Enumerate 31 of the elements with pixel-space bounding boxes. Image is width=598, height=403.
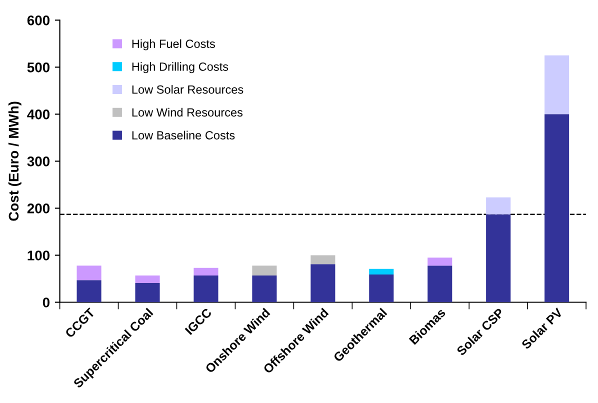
y-tick-label: 500	[27, 62, 50, 72]
bar	[428, 258, 452, 266]
bar	[544, 55, 570, 114]
bar	[194, 275, 218, 302]
bar	[194, 268, 218, 276]
legend-label: High Fuel Costs	[132, 39, 215, 50]
bar	[135, 275, 160, 283]
y-tick-label: 400	[27, 110, 50, 120]
y-tick-label: 100	[28, 250, 50, 260]
bar	[252, 275, 277, 302]
bar	[76, 266, 102, 280]
bar	[369, 274, 394, 302]
bar	[544, 114, 570, 302]
bar	[369, 268, 394, 275]
y-axis-title: Cost (Euro / MWh)	[8, 102, 22, 221]
legend-label: Low Wind Resources	[132, 108, 243, 117]
y-tick-label: 0	[42, 298, 50, 308]
bar	[486, 214, 511, 302]
y-tick-label: 300	[27, 156, 50, 166]
legend-label: Low Solar Resources	[132, 85, 244, 94]
bar	[135, 282, 160, 302]
bar	[428, 266, 452, 302]
y-tick-label: 200	[27, 204, 50, 214]
legend-label: Low Baseline Costs	[132, 130, 235, 140]
bar	[76, 280, 102, 302]
bar	[310, 264, 336, 302]
bar	[252, 266, 277, 276]
y-tick-label: 600	[27, 15, 50, 26]
bar	[486, 197, 511, 214]
bar	[310, 255, 336, 264]
legend-label: High Drilling Costs	[132, 62, 228, 74]
